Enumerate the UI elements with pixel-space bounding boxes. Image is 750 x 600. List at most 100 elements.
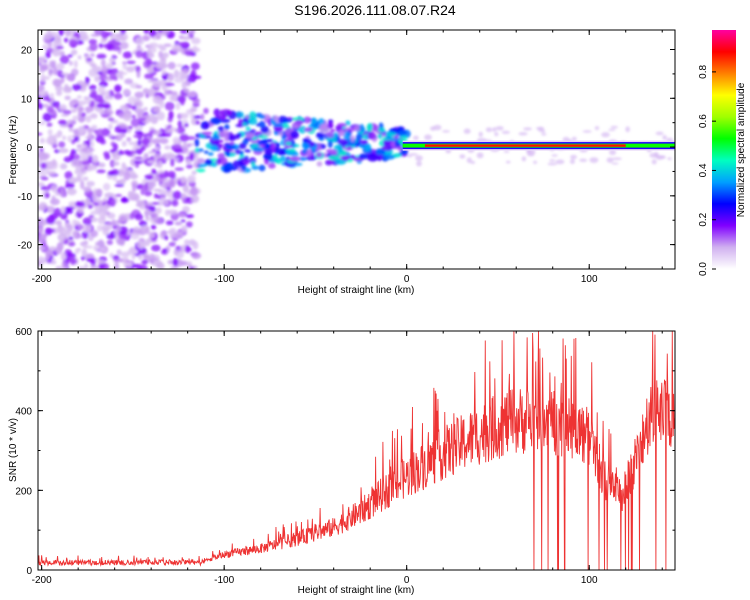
noise-blob (42, 44, 48, 50)
noise-blob (90, 258, 96, 267)
colorbar-tick-label: 0.0 (698, 262, 709, 276)
noise-blob (108, 40, 116, 45)
signal-blob (199, 163, 207, 168)
y-tick-label: 0 (26, 143, 32, 154)
noise-blob (151, 201, 160, 205)
noise-blob (156, 111, 166, 121)
spectrogram-ylabel: Frequency (Hz) (8, 116, 19, 185)
noise-blob (118, 70, 124, 75)
signal-blob (366, 153, 379, 162)
noise-blob (134, 213, 144, 221)
noise-blob (134, 156, 143, 160)
noise-blob (62, 109, 72, 115)
noise-blob (127, 248, 138, 255)
noise-blob (69, 256, 76, 266)
noise-blob (73, 60, 78, 68)
noise-blob (77, 55, 82, 60)
noise-blob (135, 50, 144, 58)
noise-blob (142, 88, 150, 94)
noise-blob (141, 138, 150, 146)
noise-blob (74, 136, 80, 142)
snr-series-line (38, 331, 675, 570)
noise-blob (167, 34, 174, 38)
noise-blob (98, 80, 108, 88)
noise-blob (81, 230, 89, 239)
noise-blob (85, 76, 90, 84)
signal-blob (194, 148, 200, 154)
noise-blob (56, 45, 64, 50)
noise-blob (131, 114, 136, 119)
noise-blob (90, 90, 98, 96)
noise-blob (176, 63, 184, 68)
signal-blob (209, 117, 222, 125)
signal-blob (294, 119, 304, 126)
noise-blob (77, 266, 86, 269)
noise-blob (130, 158, 138, 167)
noise-blob (138, 254, 143, 261)
noise-blob (152, 95, 162, 105)
noise-blob (47, 128, 53, 136)
signal-blob (218, 129, 230, 138)
signal-blob (329, 128, 336, 133)
noise-blob (55, 90, 63, 96)
faint-blob (459, 154, 466, 159)
noise-blob (168, 242, 176, 247)
noise-blob (54, 246, 63, 255)
noise-blob (77, 110, 82, 118)
signal-blob (201, 131, 213, 136)
noise-blob (123, 260, 129, 268)
noise-blob (99, 139, 106, 145)
signal-blob (257, 135, 269, 139)
signal-blob (251, 161, 256, 167)
noise-blob (109, 149, 116, 153)
signal-blob (292, 124, 299, 129)
noise-blob (58, 30, 64, 37)
faint-blob (407, 155, 412, 158)
signal-blob (258, 120, 266, 128)
noise-blob (68, 236, 74, 240)
noise-blob (111, 174, 118, 181)
noise-blob (145, 227, 150, 235)
signal-blob (264, 143, 271, 149)
signal-blob (224, 124, 230, 131)
noise-blob (167, 259, 175, 265)
chart-title: S196.2026.111.08.07.R24 (294, 2, 456, 18)
y-tick-label: 200 (15, 486, 32, 497)
noise-blob (112, 255, 120, 261)
noise-blob (129, 212, 135, 220)
faint-blob (470, 160, 476, 164)
signal-blob (367, 131, 376, 140)
noise-blob (147, 52, 155, 58)
noise-blob (49, 61, 57, 69)
noise-blob (108, 123, 113, 130)
noise-blob (85, 115, 92, 123)
signal-blob (325, 131, 335, 138)
noise-blob (181, 81, 187, 90)
noise-blob (65, 230, 72, 235)
faint-blob (655, 131, 664, 136)
faint-blob (606, 157, 614, 163)
signal-blob (212, 139, 224, 143)
noise-blob (105, 42, 113, 50)
signal-blob (238, 118, 243, 127)
noise-blob (89, 164, 98, 171)
noise-blob (90, 33, 100, 37)
noise-blob (147, 159, 157, 164)
noise-blob (53, 133, 62, 139)
noise-blob (58, 148, 69, 154)
signal-blob (238, 150, 244, 156)
noise-blob (138, 183, 144, 190)
x-tick-label: 100 (581, 274, 598, 285)
noise-blob (90, 264, 100, 269)
noise-blob (116, 33, 122, 42)
y-tick-label: 600 (15, 327, 32, 338)
noise-blob (108, 57, 116, 63)
noise-blob (185, 245, 191, 254)
noise-blob (176, 126, 186, 134)
noise-blob (63, 37, 69, 43)
noise-blob (68, 39, 78, 48)
noise-blob (186, 136, 196, 140)
noise-blob (86, 180, 95, 187)
faint-blob (478, 131, 483, 138)
noise-blob (182, 143, 189, 148)
